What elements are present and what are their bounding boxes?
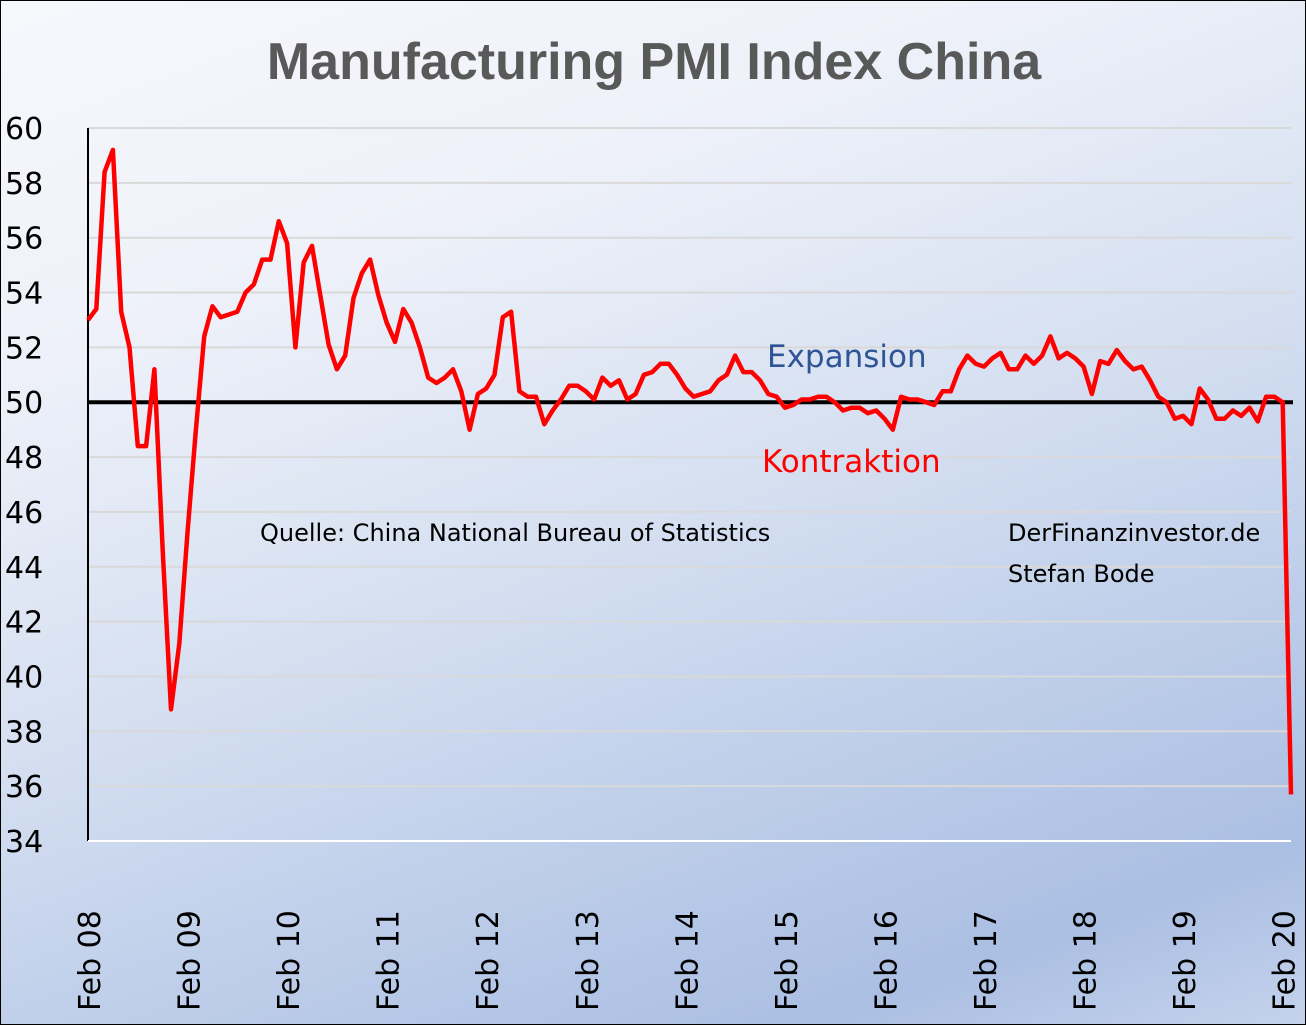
y-tick-label: 54 <box>5 277 43 312</box>
x-tick-label: Feb 09 <box>173 910 208 1011</box>
y-tick-label: 60 <box>5 112 43 147</box>
x-tick-label: Feb 14 <box>670 910 705 1011</box>
y-tick-label: 46 <box>5 496 43 531</box>
series-line <box>88 150 1291 795</box>
x-tick-label: Feb 15 <box>770 910 805 1011</box>
contraction-label: Kontraktion <box>762 444 941 480</box>
y-tick-label: 48 <box>5 441 43 476</box>
y-axis-ticks: 60 58 56 54 52 50 48 46 44 42 40 38 36 34 <box>5 112 43 860</box>
x-tick-label: Feb 18 <box>1069 910 1104 1011</box>
x-tick-label: Feb 11 <box>372 910 407 1011</box>
author-credit: Stefan Bode <box>1008 560 1155 588</box>
y-tick-label: 56 <box>5 222 43 257</box>
x-tick-label: Feb 13 <box>571 910 606 1011</box>
site-credit: DerFinanzinvestor.de <box>1008 519 1260 547</box>
x-tick-label: Feb 08 <box>73 910 108 1011</box>
chart-title: Manufacturing PMI Index China <box>267 33 1042 91</box>
y-tick-label: 50 <box>5 386 43 421</box>
y-tick-label: 36 <box>5 770 43 805</box>
series-group <box>88 150 1291 795</box>
y-tick-label: 58 <box>5 167 43 202</box>
y-tick-label: 52 <box>5 331 43 366</box>
x-tick-label: Feb 20 <box>1268 910 1303 1011</box>
x-tick-label: Feb 19 <box>1168 910 1203 1011</box>
x-tick-label: Feb 17 <box>969 910 1004 1011</box>
x-axis-ticks: Feb 08 Feb 09 Feb 10 Feb 11 Feb 12 Feb 13 Feb … <box>73 910 1303 1011</box>
x-tick-label: Feb 10 <box>272 910 307 1011</box>
expansion-label: Expansion <box>767 339 927 375</box>
y-tick-label: 38 <box>5 715 43 750</box>
x-tick-label: Feb 12 <box>471 910 506 1011</box>
x-tick-label: Feb 16 <box>869 910 904 1011</box>
y-tick-label: 44 <box>5 551 43 586</box>
y-tick-label: 40 <box>5 660 43 695</box>
source-note: Quelle: China National Bureau of Statist… <box>260 519 770 547</box>
gridlines <box>88 128 1291 786</box>
y-tick-label: 42 <box>5 606 43 641</box>
y-tick-label: 34 <box>5 825 43 860</box>
